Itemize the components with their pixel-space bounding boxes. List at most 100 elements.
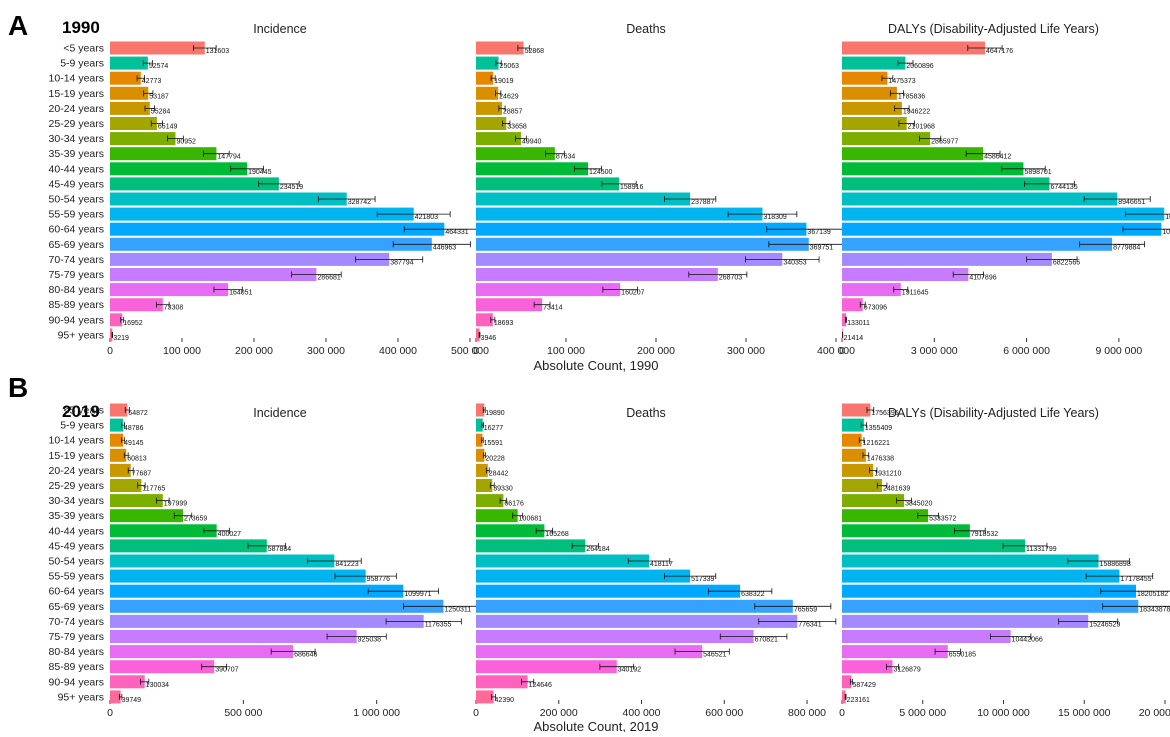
data-label: 6744135 bbox=[1050, 184, 1077, 191]
x-tick-label: 300 000 bbox=[727, 345, 765, 357]
bar bbox=[476, 86, 499, 100]
x-tick-label: 200 000 bbox=[637, 345, 675, 357]
data-label: 958776 bbox=[367, 576, 390, 583]
category-label: 20-24 years bbox=[49, 465, 104, 477]
data-label: 21414 bbox=[844, 335, 864, 342]
panel-year-1990: 1990 bbox=[62, 18, 100, 37]
bar bbox=[842, 86, 897, 100]
data-label: 1250311 bbox=[444, 606, 471, 613]
category-label: 75-79 years bbox=[49, 631, 104, 643]
bar bbox=[842, 554, 1099, 568]
data-label: 3219 bbox=[113, 335, 129, 342]
data-label: 1355409 bbox=[865, 425, 892, 432]
x-tick-label: 6 000 000 bbox=[1003, 345, 1050, 357]
bar bbox=[110, 101, 150, 115]
bar bbox=[842, 690, 846, 704]
bar bbox=[110, 41, 205, 55]
bar bbox=[842, 539, 1026, 553]
data-label: 60813 bbox=[127, 455, 147, 462]
bar bbox=[476, 298, 543, 312]
data-label: 117765 bbox=[142, 486, 165, 493]
data-label: 100681 bbox=[519, 516, 542, 523]
x-tick-label: 800 000 bbox=[788, 707, 826, 719]
x-tick-label: 10 000 000 bbox=[977, 707, 1030, 719]
x-tick-label: 15 000 000 bbox=[1058, 707, 1111, 719]
bar bbox=[110, 645, 294, 659]
x-tick-label: 9 000 000 bbox=[1095, 345, 1142, 357]
x-tick-label: 20 000 000 bbox=[1139, 707, 1170, 719]
bar bbox=[476, 524, 545, 538]
bar bbox=[110, 614, 424, 628]
data-label: 328742 bbox=[348, 199, 371, 206]
x-tick-label: 400 000 bbox=[817, 345, 855, 357]
bar bbox=[476, 222, 807, 236]
data-label: 6822565 bbox=[1053, 259, 1080, 266]
bar bbox=[476, 479, 493, 492]
data-label: 223161 bbox=[847, 697, 870, 704]
bar bbox=[476, 237, 809, 251]
data-label: 20228 bbox=[485, 455, 505, 462]
bar bbox=[476, 675, 528, 689]
data-label: 18343878 bbox=[1139, 606, 1170, 613]
bar bbox=[110, 630, 357, 643]
data-label: 286681 bbox=[317, 275, 340, 282]
data-label: 1946222 bbox=[903, 108, 930, 115]
category-label: 40-44 years bbox=[49, 163, 104, 175]
x-tick-label: 500 000 bbox=[451, 345, 489, 357]
bar bbox=[476, 283, 621, 297]
bar bbox=[110, 494, 163, 508]
bar bbox=[476, 599, 793, 613]
bar bbox=[110, 283, 229, 297]
bar bbox=[842, 147, 984, 161]
x-tick-label: 0 bbox=[839, 707, 845, 719]
x-tick-label: 400 000 bbox=[379, 345, 417, 357]
data-label: 7918532 bbox=[971, 531, 998, 538]
x-tick-label: 0 bbox=[473, 707, 479, 719]
data-label: 318309 bbox=[763, 214, 786, 221]
data-label: 25063 bbox=[500, 63, 520, 70]
bar bbox=[842, 463, 874, 477]
bar bbox=[476, 207, 763, 221]
bar bbox=[842, 283, 901, 297]
data-label: 340192 bbox=[618, 667, 641, 674]
category-label: 5-9 years bbox=[60, 58, 104, 70]
data-label: 1911645 bbox=[902, 290, 929, 297]
bar bbox=[842, 630, 1011, 643]
data-label: 42390 bbox=[495, 697, 515, 704]
bar bbox=[476, 554, 650, 568]
data-label: 369751 bbox=[810, 244, 833, 251]
data-label: 39330 bbox=[493, 486, 513, 493]
data-label: 18693 bbox=[494, 320, 514, 327]
bar bbox=[476, 132, 521, 146]
data-label: 5333572 bbox=[929, 516, 956, 523]
panel-letter-A: A bbox=[8, 10, 28, 41]
data-label: 4647176 bbox=[986, 48, 1013, 55]
chart-title: Incidence bbox=[253, 406, 307, 420]
bar bbox=[842, 645, 948, 659]
category-label: 10-14 years bbox=[49, 73, 104, 85]
data-label: 3845020 bbox=[905, 501, 932, 508]
bar bbox=[842, 298, 863, 312]
data-label: 6550185 bbox=[949, 652, 976, 659]
bar bbox=[842, 418, 864, 432]
category-label: 55-59 years bbox=[49, 571, 104, 583]
bar bbox=[476, 313, 493, 327]
data-label: 52868 bbox=[525, 48, 545, 55]
data-label: 686646 bbox=[294, 652, 317, 659]
bar bbox=[476, 147, 555, 161]
bar bbox=[476, 494, 504, 508]
data-label: 66176 bbox=[504, 501, 524, 508]
bar bbox=[110, 328, 113, 342]
bar bbox=[842, 56, 906, 70]
bar bbox=[476, 433, 483, 447]
data-label: 273659 bbox=[184, 516, 207, 523]
category-label: 70-74 years bbox=[49, 254, 104, 266]
bar bbox=[842, 494, 905, 508]
bar bbox=[842, 509, 929, 523]
bar bbox=[110, 584, 404, 598]
category-label: 95+ years bbox=[58, 691, 104, 703]
bar bbox=[842, 268, 969, 281]
bar bbox=[476, 614, 798, 628]
category-label: 15-19 years bbox=[49, 88, 104, 100]
data-label: 1785836 bbox=[898, 93, 925, 100]
